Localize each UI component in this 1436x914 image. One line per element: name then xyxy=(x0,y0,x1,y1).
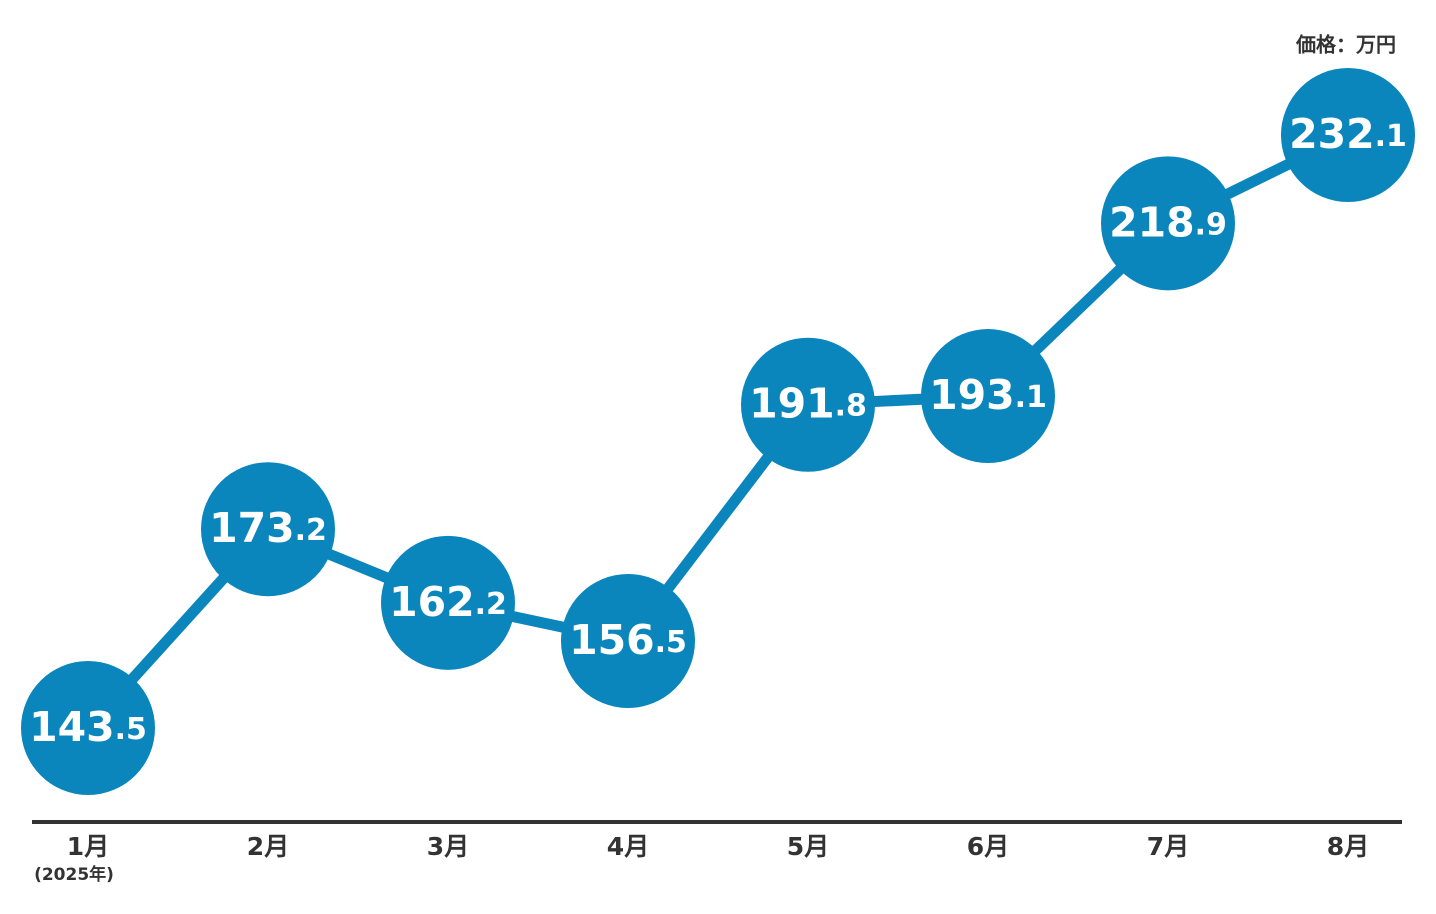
point xyxy=(21,661,155,795)
data-label: 143.5 xyxy=(29,703,147,751)
data-label: 232.1 xyxy=(1289,110,1407,158)
x-tick-label: 6月 xyxy=(967,832,1009,861)
unit-label: 価格：万円 xyxy=(1295,33,1396,57)
x-tick-label: 4月 xyxy=(607,832,649,861)
point xyxy=(561,573,695,708)
point xyxy=(1281,68,1415,202)
point xyxy=(741,337,875,472)
data-label: 193.1 xyxy=(929,371,1047,419)
data-label: 173.2 xyxy=(209,504,327,552)
point xyxy=(1101,156,1235,291)
x-tick-label: 5月 xyxy=(787,832,829,861)
data-label: 156.5 xyxy=(569,616,687,664)
data-label: 218.9 xyxy=(1109,198,1227,246)
x-tick-label: 2月 xyxy=(247,832,289,861)
x-tick-label: 3月 xyxy=(427,832,469,861)
x-tick-label: 1月 xyxy=(67,832,109,861)
x-tick-note: (2025年) xyxy=(34,864,114,885)
data-label: 191.8 xyxy=(749,380,867,428)
point xyxy=(921,329,1055,464)
x-tick-label: 8月 xyxy=(1327,832,1369,861)
data-label: 162.2 xyxy=(389,578,507,626)
point xyxy=(201,462,335,597)
point xyxy=(381,535,515,670)
x-tick-label: 7月 xyxy=(1147,832,1189,861)
